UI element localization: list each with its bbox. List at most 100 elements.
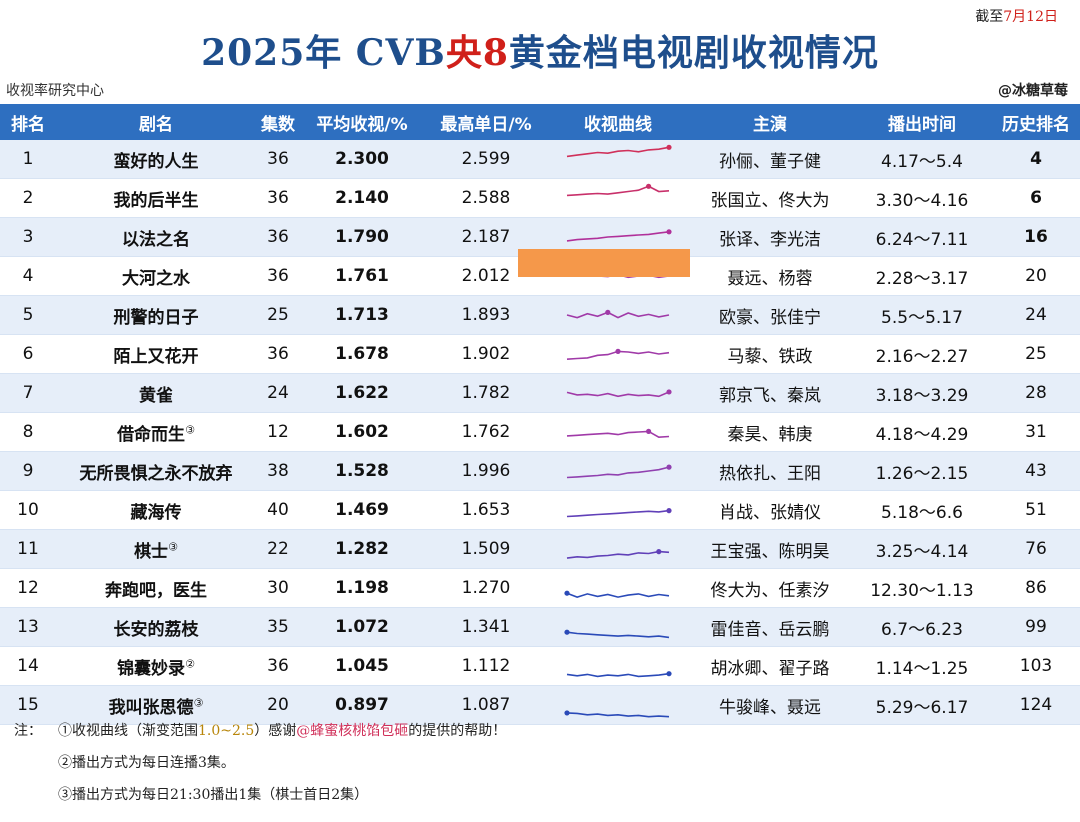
cell-rank: 15 <box>0 685 56 725</box>
cell-history: 16 <box>992 217 1080 257</box>
cell-curve <box>548 568 688 608</box>
curve-line <box>566 391 670 398</box>
cell-average: 1.790 <box>300 217 424 257</box>
cell-curve <box>548 529 688 569</box>
cell-average: 2.140 <box>300 178 424 218</box>
cell-episodes: 22 <box>256 529 300 569</box>
cell-average: 1.678 <box>300 334 424 374</box>
header-curve: 收视曲线 <box>548 104 688 140</box>
cell-name: 无所畏惧之永不放弃 <box>56 451 256 491</box>
cell-rank: 3 <box>0 217 56 257</box>
ratings-curve <box>566 229 672 242</box>
cell-rank: 2 <box>0 178 56 218</box>
cell-airtime: 4.17～5.4 <box>852 140 992 179</box>
cell-curve <box>548 373 688 413</box>
cell-curve <box>548 178 688 218</box>
cell-max: 1.902 <box>424 334 548 374</box>
cell-episodes: 36 <box>256 334 300 374</box>
cell-airtime: 5.29～6.17 <box>852 685 992 725</box>
cell-name: 棋士③ <box>56 529 256 569</box>
page-title: 2025年 CVB央8黄金档电视剧收视情况 <box>201 32 879 74</box>
cell-cast: 聂远、杨蓉 <box>688 256 852 296</box>
cell-history: 103 <box>992 646 1080 686</box>
cell-history: 25 <box>992 334 1080 374</box>
cell-history: 43 <box>992 451 1080 491</box>
cell-name: 我的后半生 <box>56 178 256 218</box>
cell-cast: 热依扎、王阳 <box>688 451 852 491</box>
ratings-curve <box>566 348 670 360</box>
cell-cast: 肖战、张婧仪 <box>688 490 852 530</box>
curve-line <box>566 146 670 158</box>
cell-airtime: 5.5～5.17 <box>852 295 992 335</box>
curve-line <box>566 466 670 479</box>
cell-airtime: 1.26～2.15 <box>852 451 992 491</box>
cell-airtime: 5.18～6.6 <box>852 490 992 530</box>
header-history: 历史排名 <box>992 104 1080 140</box>
ratings-table: 排名 剧名 集数 平均收视/% 最高单日/% 收视曲线 主演 播出时间 历史排名… <box>0 104 1080 725</box>
curve-peak-dot <box>666 464 672 470</box>
curve-peak-dot <box>666 671 672 677</box>
cell-history: 76 <box>992 529 1080 569</box>
cell-rank: 6 <box>0 334 56 374</box>
cell-rank: 9 <box>0 451 56 491</box>
ratings-curve <box>566 464 672 479</box>
cell-rank: 12 <box>0 568 56 608</box>
cell-cast: 王宝强、陈明昊 <box>688 529 852 569</box>
cell-episodes: 24 <box>256 373 300 413</box>
curve-peak-dot <box>666 229 672 235</box>
curve-peak-dot <box>666 144 672 150</box>
table-row: 7 黄雀 24 1.622 1.782 郭京飞、秦岚 3.18～3.29 28 <box>0 373 1080 413</box>
cell-cast: 佟大为、任素汐 <box>688 568 852 608</box>
header-name: 剧名 <box>56 104 256 140</box>
cell-history: 124 <box>992 685 1080 725</box>
cell-max: 1.893 <box>424 295 548 335</box>
curve-peak-dot <box>564 590 570 596</box>
note-1: 注： ①收视曲线（渐变范围1.0~2.5）感谢@蜂蜜核桃馅包砸的提供的帮助！ <box>14 723 507 739</box>
cell-average: 1.622 <box>300 373 424 413</box>
cell-history: 4 <box>992 140 1080 179</box>
cell-curve <box>548 140 688 179</box>
cell-average: 2.300 <box>300 140 424 179</box>
cell-cast: 雷佳音、岳云鹏 <box>688 607 852 647</box>
cell-airtime: 3.18～3.29 <box>852 373 992 413</box>
cell-name: 黄雀 <box>56 373 256 413</box>
cell-cast: 张国立、佟大为 <box>688 178 852 218</box>
cell-episodes: 36 <box>256 140 300 179</box>
cell-name: 锦囊妙录② <box>56 646 256 686</box>
cell-airtime: 1.14～1.25 <box>852 646 992 686</box>
cell-curve <box>548 646 688 686</box>
cell-average: 1.761 <box>300 256 424 296</box>
curve-line <box>566 550 670 559</box>
ratings-curve <box>566 183 670 197</box>
header-average: 平均收视/% <box>300 104 424 140</box>
table-row: 11 棋士③ 22 1.282 1.509 王宝强、陈明昊 3.25～4.14 76 <box>0 529 1080 569</box>
cell-rank: 8 <box>0 412 56 452</box>
cell-name: 借命而生③ <box>56 412 256 452</box>
cell-curve <box>548 334 688 374</box>
cell-cast: 马藜、铁政 <box>688 334 852 374</box>
cell-airtime: 2.28～3.17 <box>852 256 992 296</box>
cell-airtime: 6.24～7.11 <box>852 217 992 257</box>
cell-average: 1.072 <box>300 607 424 647</box>
curve-line <box>566 231 670 242</box>
cell-max: 1.341 <box>424 607 548 647</box>
cell-cast: 孙俪、董子健 <box>688 140 852 179</box>
header-max: 最高单日/% <box>424 104 548 140</box>
cell-average: 1.713 <box>300 295 424 335</box>
cell-airtime: 2.16～2.27 <box>852 334 992 374</box>
cell-curve <box>548 685 688 725</box>
cell-average: 1.198 <box>300 568 424 608</box>
table-row: 6 陌上又花开 36 1.678 1.902 马藜、铁政 2.16～2.27 25 <box>0 334 1080 374</box>
table-header: 排名 剧名 集数 平均收视/% 最高单日/% 收视曲线 主演 播出时间 历史排名 <box>0 104 1080 140</box>
curve-peak-dot <box>646 428 652 434</box>
cell-history: 6 <box>992 178 1080 218</box>
cell-max: 1.996 <box>424 451 548 491</box>
redaction-bar <box>518 249 690 277</box>
cell-episodes: 36 <box>256 217 300 257</box>
cell-history: 28 <box>992 373 1080 413</box>
footnotes: 注： ①收视曲线（渐变范围1.0~2.5）感谢@蜂蜜核桃馅包砸的提供的帮助！ ②播… <box>14 718 506 814</box>
cell-max: 1.762 <box>424 412 548 452</box>
cell-max: 1.653 <box>424 490 548 530</box>
table-row: 2 我的后半生 36 2.140 2.588 张国立、佟大为 3.30～4.16 6 <box>0 178 1080 218</box>
table-row: 13 长安的荔枝 35 1.072 1.341 雷佳音、岳云鹏 6.7～6.23 99 <box>0 607 1080 647</box>
